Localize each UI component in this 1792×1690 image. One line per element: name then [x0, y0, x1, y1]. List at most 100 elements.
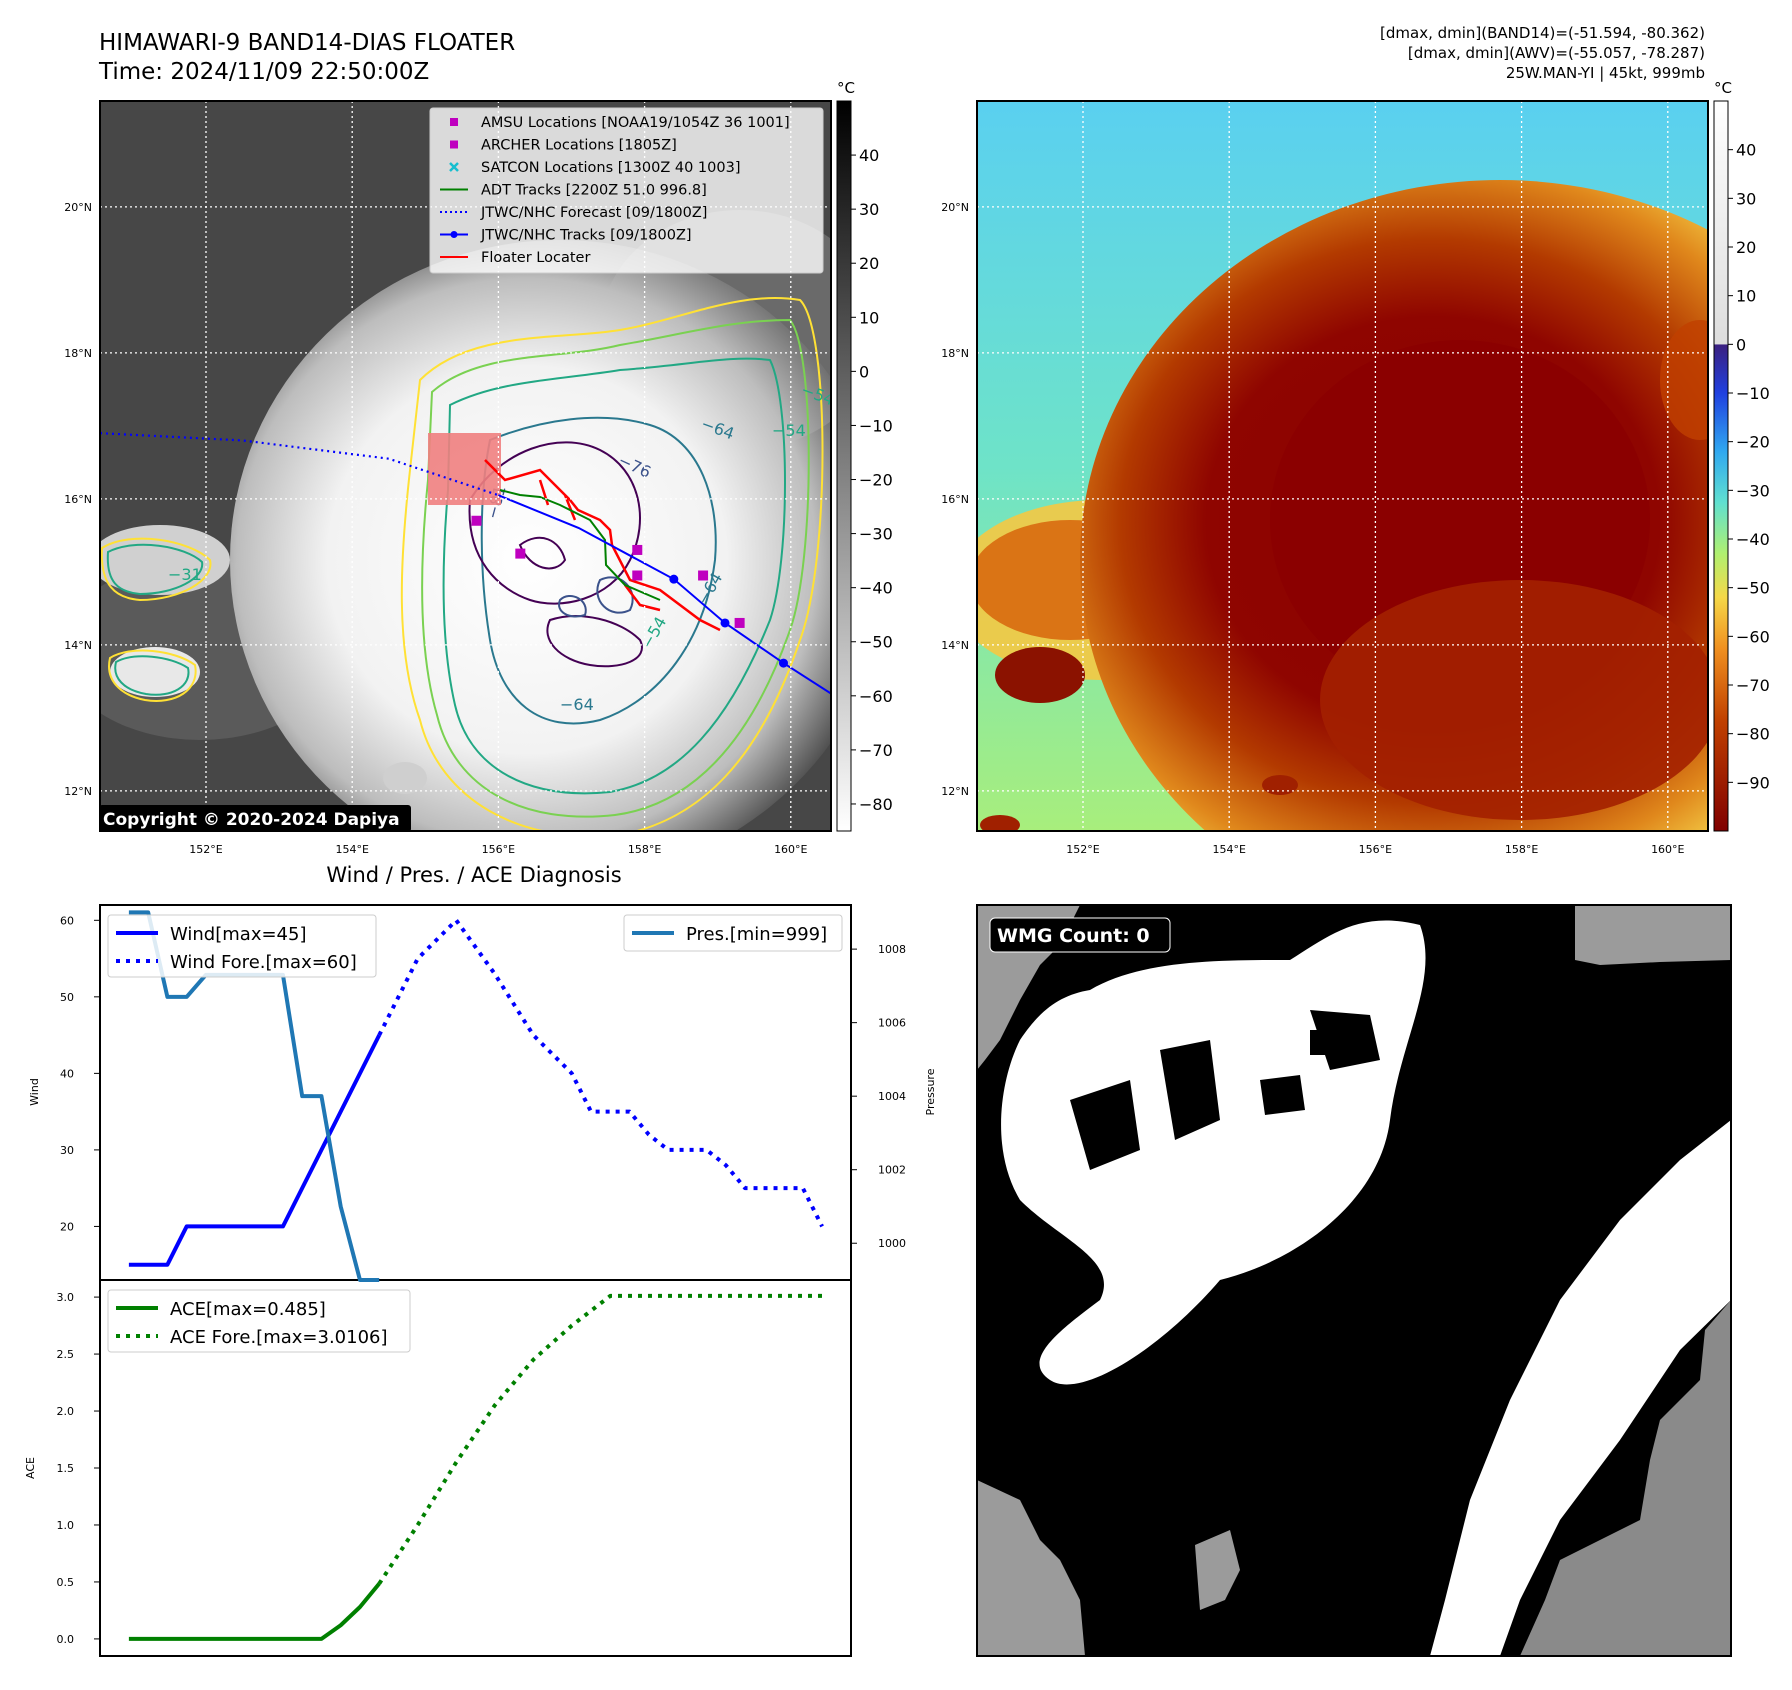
contour-left-island	[100, 537, 212, 702]
colorbar-tick-label: −60	[859, 687, 893, 706]
legend-label: Floater Locater	[481, 250, 590, 266]
pressure-tick-label: 1006	[878, 1017, 906, 1030]
wind-ticks: 20 30 40 50 60	[60, 914, 100, 1233]
map2-frame	[976, 100, 1709, 832]
pressure-tick-label: 1004	[878, 1090, 906, 1103]
ace-tick-label: 1.5	[57, 1462, 75, 1475]
ace-tick-label: 0.5	[57, 1576, 75, 1589]
series-ace-line	[128, 1582, 381, 1641]
lon-label: 160°E	[774, 843, 807, 856]
legend-marker-x	[449, 162, 459, 172]
lat-label: 12°N	[64, 785, 92, 798]
wmg-frame	[976, 904, 1732, 1657]
lon-label: 154°E	[335, 843, 368, 856]
wmg-gray-bl	[977, 1480, 1240, 1656]
pressure-legend-label: Pres.[min=999]	[686, 924, 827, 945]
wind-legend: Wind[max=45] Wind Fore.[max=60]	[107, 914, 377, 978]
wind-axis-label: Wind	[28, 1078, 41, 1106]
jtwc-track-point	[778, 658, 788, 668]
band14-colorbar: °C 40 30 20 10 0 −10 −20 −30 −40 −50 −60 −70 −80	[836, 79, 893, 832]
legend-marker-square	[450, 140, 458, 149]
map2-axis-labels: 20°N 18°N 16°N 14°N 12°N 152°E 154°E 156°E 158°E…	[941, 201, 1684, 856]
lon-label: 152°E	[1066, 843, 1099, 856]
band14-map-panel: −76 −64 −54 −54 −81 −64 −31 −54 −64 20°N…	[64, 79, 893, 856]
wind-tick-label: 40	[60, 1067, 74, 1080]
amsu-location-marker	[632, 544, 643, 555]
wind-tick-label: 60	[60, 914, 74, 927]
colorbar-tick-label: −10	[1736, 384, 1770, 403]
contour-label: −64	[560, 695, 594, 714]
colorbar-tick-label: −70	[1736, 676, 1770, 695]
lon-label: 156°E	[482, 843, 515, 856]
wmg-count-box	[989, 917, 1171, 953]
colorbar-tick-label: −20	[1736, 433, 1770, 452]
colorbar-tick-label: 20	[1736, 238, 1756, 257]
ace-axis-label: ACE	[24, 1457, 37, 1479]
colorbar-tick-label: −50	[859, 633, 893, 652]
jtwc-forecast-line	[100, 432, 499, 497]
amsu-location-marker	[515, 548, 526, 559]
lon-label: 158°E	[628, 843, 661, 856]
amsu-location-marker	[471, 515, 482, 526]
colorbar-unit: °C	[1714, 79, 1732, 97]
jtwc-track-line	[498, 494, 831, 695]
amsu-location-marker	[632, 570, 643, 581]
colorbar-tick-label: 30	[1736, 189, 1756, 208]
pressure-axis-label: Pressure	[924, 1068, 937, 1115]
amsu-location-marker	[734, 617, 745, 628]
colorbar-tick-label: 40	[1736, 141, 1756, 160]
colorbar-tick-label: −30	[859, 525, 893, 544]
colorbar-tick-label: −80	[1736, 725, 1770, 744]
lat-label: 12°N	[941, 785, 969, 798]
diagnosis-panel: Wind / Pres. / ACE Diagnosis Wind Pressu…	[24, 863, 937, 1657]
lat-label: 18°N	[941, 347, 969, 360]
figure-time: Time: 2024/11/09 22:50:00Z	[98, 59, 429, 85]
map1-legend: AMSU Locations [NOAA19/1054Z 36 1001] ARC…	[429, 107, 824, 274]
colorbar-tick-label: −90	[1736, 773, 1770, 792]
colorbar-tick-label: −20	[859, 471, 893, 490]
colorbar-unit: °C	[837, 79, 855, 97]
colorbar-tick-label: 20	[859, 254, 879, 273]
colorbar-tick-label: −40	[1736, 530, 1770, 549]
map2-grid	[977, 101, 1708, 831]
ace-tick-label: 2.5	[57, 1348, 75, 1361]
series-wind-line	[128, 1034, 382, 1267]
lat-label: 14°N	[941, 639, 969, 652]
contour-purple-inner	[558, 576, 634, 618]
contour-light-green	[421, 318, 810, 818]
pressure-legend: Pres.[min=999]	[623, 914, 843, 952]
map1-axis-labels: 20°N 18°N 16°N 14°N 12°N 152°E 154°E 156°E 158°E…	[64, 201, 807, 856]
colorbar-tick-label: 0	[859, 362, 869, 381]
lon-label: 158°E	[1505, 843, 1538, 856]
contour-blue	[480, 416, 717, 725]
wmg-gray-right	[1520, 1300, 1731, 1656]
wmg-white-band	[1430, 1120, 1731, 1656]
wmg-count-label: WMG Count: 0	[997, 925, 1150, 947]
adt-track	[499, 489, 661, 601]
floater-locater-track	[484, 459, 721, 632]
lat-label: 20°N	[941, 201, 969, 214]
colorbar-tick-label: −30	[1736, 481, 1770, 500]
pressure-tick-label: 1000	[878, 1237, 906, 1250]
lat-label: 18°N	[64, 347, 92, 360]
diagnosis-title: Wind / Pres. / ACE Diagnosis	[326, 863, 621, 887]
floater-box	[428, 433, 501, 505]
awv-map-panel: 20°N 18°N 16°N 14°N 12°N 152°E 154°E 156°E 158°E…	[941, 79, 1770, 856]
wind-fore-legend-label: Wind Fore.[max=60]	[170, 952, 357, 973]
ace-tick-label: 1.0	[57, 1519, 75, 1532]
contour-label: −31	[168, 565, 202, 584]
lat-label: 14°N	[64, 639, 92, 652]
ace-tick-label: 3.0	[57, 1291, 75, 1304]
colorbar-tick-label: 0	[1736, 335, 1746, 354]
map1-frame	[99, 100, 832, 832]
legend-label: SATCON Locations [1300Z 40 1003]	[481, 160, 740, 176]
colorbar-tick-label: 30	[859, 200, 879, 219]
lat-label: 20°N	[64, 201, 92, 214]
colorbar-tick-label: 10	[859, 308, 879, 327]
series-wind-fore-line	[377, 918, 824, 1228]
amsu-location-marker	[698, 570, 709, 581]
contour-yellow	[400, 296, 824, 831]
ace-fore-legend-label: ACE Fore.[max=3.0106]	[170, 1327, 388, 1348]
jtwc-track-point	[669, 574, 679, 584]
